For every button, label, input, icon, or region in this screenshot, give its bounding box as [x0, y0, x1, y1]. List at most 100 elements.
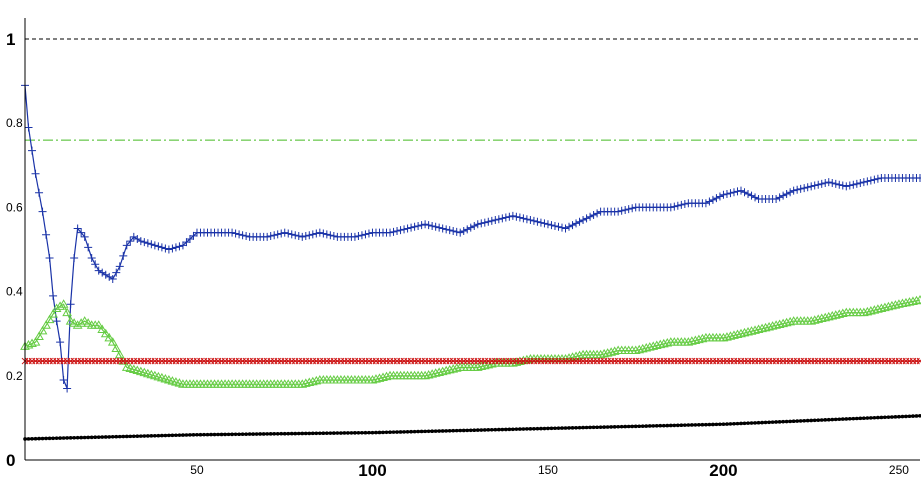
series-4-point — [486, 428, 491, 432]
series-4-point — [54, 436, 59, 440]
series-1-point — [779, 191, 788, 200]
series-4-point — [202, 432, 206, 437]
series-2-point — [48, 309, 58, 318]
series-4-point — [490, 427, 494, 432]
series-1-point — [84, 243, 93, 252]
series-4-point — [819, 418, 824, 422]
series-2-point — [901, 297, 911, 307]
series-4-point — [728, 422, 733, 426]
series-2-point — [862, 306, 873, 316]
series-1-point — [807, 182, 816, 191]
series-1-point — [143, 239, 152, 248]
series-1-point — [263, 232, 272, 241]
series-4-point — [865, 416, 870, 420]
series-4-point — [581, 425, 585, 430]
series-4-point — [588, 425, 592, 430]
series-1-point — [175, 242, 184, 251]
series-2-point — [300, 378, 311, 387]
series-2-point — [479, 360, 490, 370]
series-1-point — [119, 251, 128, 260]
series-4-point — [914, 414, 919, 418]
series-4-point — [398, 430, 403, 434]
series-4-point — [690, 423, 694, 427]
series-4-point — [739, 421, 743, 426]
series-1-point — [586, 212, 595, 221]
series-1-point — [491, 216, 500, 225]
series-4-point — [132, 434, 136, 439]
series-4-point — [370, 430, 375, 435]
series-2-point — [374, 373, 385, 382]
series-4-point — [809, 418, 813, 423]
series-2-point — [599, 348, 609, 358]
series-1-point — [161, 244, 170, 253]
series-2-point — [37, 325, 48, 335]
series-2-point — [785, 316, 795, 326]
series-4-point — [823, 418, 828, 422]
series-2-point — [297, 379, 308, 388]
series-1-point — [498, 214, 507, 223]
series-4-point — [254, 432, 259, 436]
series-4-point — [609, 425, 613, 429]
series-1-point — [308, 230, 317, 239]
series-2-point — [904, 297, 915, 306]
series-4-point — [72, 435, 76, 440]
series-4-point — [725, 422, 729, 426]
series-1-point — [800, 184, 809, 193]
series-4-point — [170, 433, 175, 438]
series-4-point — [282, 431, 287, 436]
series-4-point — [184, 433, 189, 437]
series-4-point — [756, 420, 761, 425]
series-4-point — [654, 424, 659, 428]
series-2-point — [476, 361, 487, 371]
series-4-point — [272, 432, 276, 436]
x-tick-label: 250 — [889, 463, 909, 477]
series-2-point — [644, 342, 655, 351]
series-1-point — [828, 179, 837, 188]
series-1-point — [572, 219, 581, 228]
series-1-point — [312, 229, 321, 238]
series-4-point — [816, 418, 821, 422]
series-2-point — [100, 328, 111, 338]
series-1-point — [522, 215, 531, 224]
series-4-point — [718, 422, 722, 427]
series-1-point — [793, 185, 802, 194]
series-1-point — [129, 232, 138, 241]
series-4-point — [525, 427, 529, 431]
series-4-point — [454, 428, 459, 433]
series-4-point — [433, 429, 438, 433]
series-4-point — [391, 430, 396, 434]
series-2-point — [883, 301, 894, 311]
series-2-point — [93, 320, 104, 329]
series-1-point — [77, 228, 86, 237]
series-4-point — [700, 422, 705, 427]
series-4-point — [795, 419, 799, 423]
series-2-point — [908, 296, 918, 305]
series-1-point — [66, 300, 75, 309]
series-2-point — [866, 305, 876, 315]
series-1-point — [477, 219, 486, 228]
series-4-point — [216, 432, 220, 437]
series-1-point — [322, 230, 331, 239]
series-1-point — [298, 232, 307, 241]
series-1-point — [164, 245, 173, 254]
series-4-point — [855, 416, 859, 421]
series-4-point — [286, 431, 291, 436]
series-1-point — [35, 188, 44, 197]
series-4-point — [770, 420, 775, 424]
series-4-point — [812, 418, 817, 423]
series-1-point — [628, 204, 637, 213]
series-4-point — [472, 428, 477, 432]
series-1-point — [319, 229, 328, 238]
series-4-point — [774, 420, 778, 424]
series-1-point — [866, 176, 875, 185]
series-1-point — [849, 180, 858, 189]
series-2-point — [378, 372, 388, 381]
series-2-point — [732, 329, 743, 339]
series-4-point — [704, 422, 708, 427]
series-4-point — [395, 430, 399, 434]
series-4-point — [676, 423, 680, 428]
series-4-point — [777, 420, 782, 424]
series-4-point — [353, 431, 357, 435]
series-4-point — [377, 430, 382, 435]
series-1-point — [740, 188, 749, 197]
